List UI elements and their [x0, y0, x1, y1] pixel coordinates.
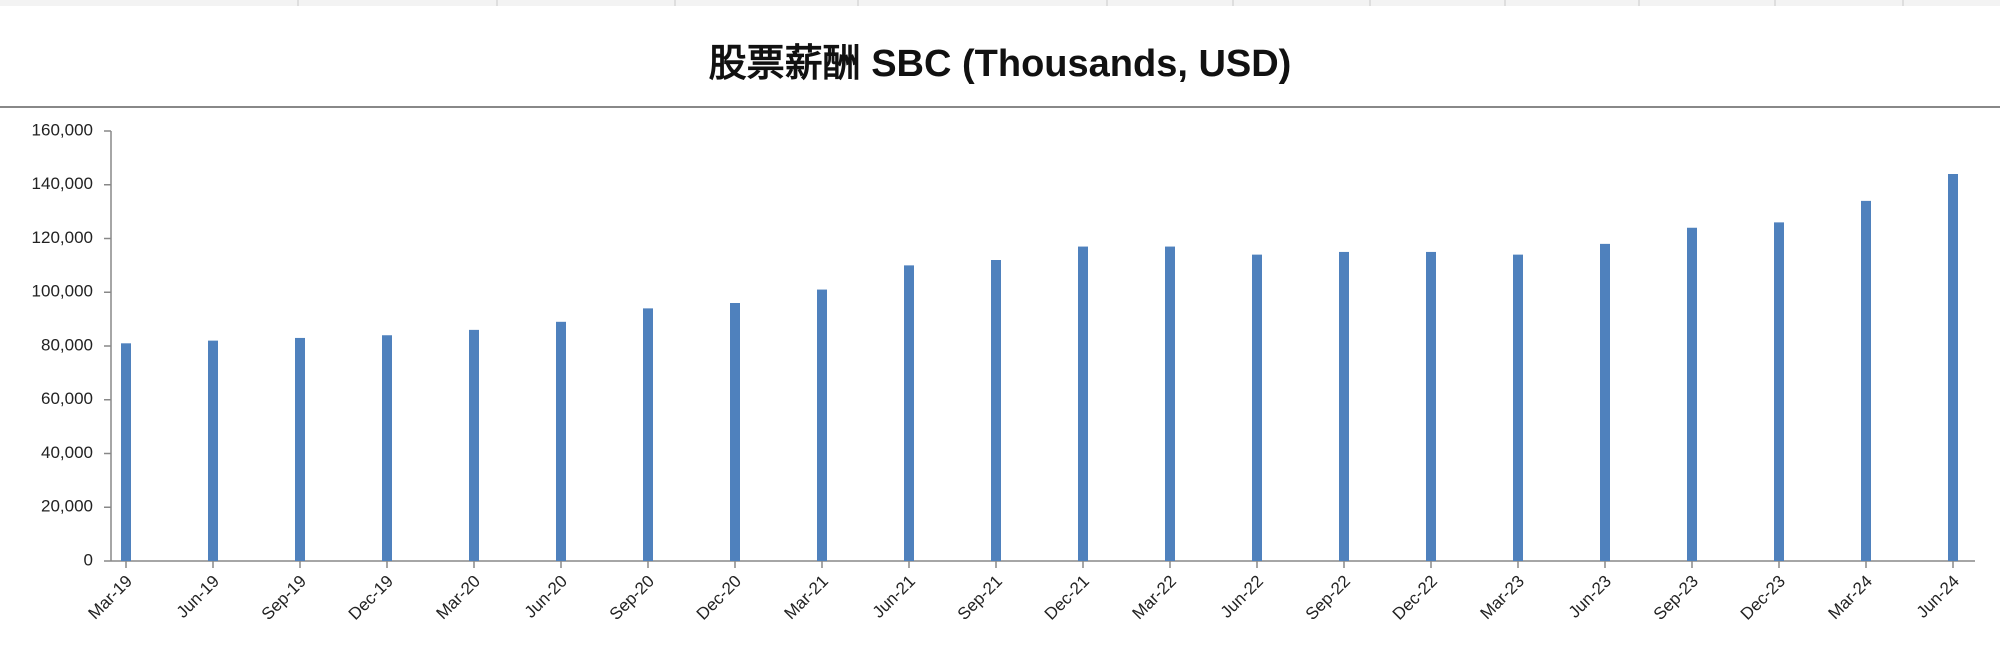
bar [1078, 246, 1088, 561]
x-tick-label: Mar-23 [1476, 572, 1528, 624]
bar [1165, 246, 1175, 561]
x-tick-label: Dec-19 [345, 572, 397, 624]
x-tick-label: Mar-22 [1128, 572, 1180, 624]
y-tick-label: 60,000 [41, 389, 93, 408]
x-tick-label: Mar-21 [780, 572, 832, 624]
bar [208, 340, 218, 561]
bar [643, 308, 653, 561]
bar [1426, 251, 1436, 561]
bar [730, 303, 740, 561]
y-tick-label: 100,000 [32, 282, 93, 301]
sheet-column-dividers [297, 0, 1904, 6]
x-tick-label: Jun-23 [1565, 572, 1615, 622]
x-tick-label: Mar-24 [1824, 572, 1876, 624]
bar [556, 321, 566, 561]
x-tick-label: Dec-22 [1389, 572, 1441, 624]
chart-title: 股票薪酬 SBC (Thousands, USD) [709, 43, 1292, 85]
bar [1774, 222, 1784, 561]
x-tick-label: Mar-20 [432, 572, 484, 624]
y-tick-label: 120,000 [32, 228, 93, 247]
bar [991, 260, 1001, 561]
y-tick-label: 20,000 [41, 497, 93, 516]
y-tick-label: 160,000 [32, 120, 93, 139]
bar [904, 265, 914, 561]
bar [295, 337, 305, 561]
bar [1600, 243, 1610, 561]
y-tick-label: 80,000 [41, 335, 93, 354]
x-tick-label: Mar-19 [84, 572, 136, 624]
bar [1687, 227, 1697, 561]
sheet-header-strip [0, 0, 2000, 6]
x-tick-label: Dec-21 [1041, 572, 1093, 624]
bar [1339, 251, 1349, 561]
x-tick-label: Jun-19 [173, 572, 223, 622]
bar [1948, 174, 1958, 561]
bar [1252, 254, 1262, 561]
x-tick-label: Dec-20 [693, 572, 745, 624]
y-tick-label: 140,000 [32, 174, 93, 193]
y-tick-label: 0 [84, 550, 93, 569]
x-tick-label: Jun-24 [1913, 572, 1963, 622]
x-tick-label: Sep-20 [606, 572, 658, 624]
bar [1513, 254, 1523, 561]
x-tick-label: Jun-22 [1217, 572, 1267, 622]
bar [1861, 200, 1871, 561]
bar [121, 343, 131, 561]
x-tick-label: Sep-22 [1302, 572, 1354, 624]
y-tick-label: 40,000 [41, 443, 93, 462]
bar [469, 329, 479, 561]
x-tick-label: Jun-21 [869, 572, 919, 622]
x-tick-label: Dec-23 [1737, 572, 1789, 624]
bar [382, 335, 392, 561]
x-tick-label: Sep-21 [954, 572, 1006, 624]
x-tick-label: Jun-20 [521, 572, 571, 622]
x-tick-label: Sep-19 [258, 572, 310, 624]
x-tick-label: Sep-23 [1650, 572, 1702, 624]
bar [817, 289, 827, 561]
